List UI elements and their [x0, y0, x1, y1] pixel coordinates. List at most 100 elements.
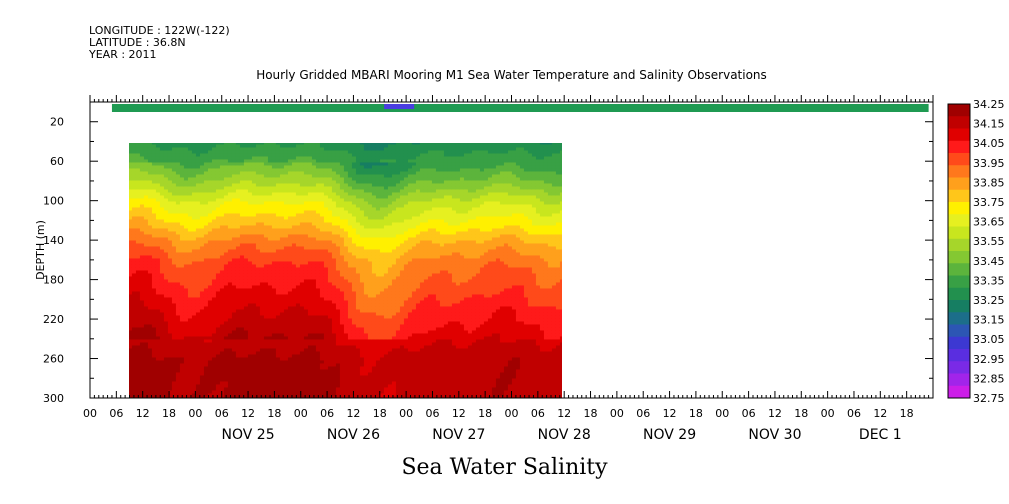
x-tick-label: 12 — [768, 407, 782, 420]
colorbar-swatch — [948, 128, 970, 142]
year-label: YEAR : 2011 — [89, 48, 157, 61]
axes: 20 60 100 140 180 220 260 300 00 06 12 18 00 06 12 18 00… — [43, 95, 934, 443]
x-tick-label: 00 — [821, 407, 835, 420]
x-tick-label: 12 — [452, 407, 466, 420]
colorbar-swatch — [948, 177, 970, 191]
x-tick-label: 06 — [636, 407, 650, 420]
salinity-heatmap — [111, 104, 929, 398]
colorbar-swatch — [948, 140, 970, 154]
colorbar-swatch — [948, 263, 970, 276]
y-tick-label: 180 — [43, 274, 64, 287]
x-tick-label: 12 — [557, 407, 571, 420]
x-day-label: DEC 1 — [859, 427, 902, 443]
surface-salinity-band — [111, 104, 929, 112]
colorbar-label: 33.15 — [973, 314, 1005, 327]
x-tick-label: 18 — [373, 407, 387, 420]
colorbar-label: 33.25 — [973, 294, 1005, 307]
colorbar-swatch — [948, 300, 970, 313]
x-tick-label: 06 — [109, 407, 123, 420]
colorbar-swatch — [948, 214, 970, 227]
x-day-label: NOV 27 — [432, 427, 485, 443]
colorbar-label: 33.05 — [973, 333, 1005, 346]
x-day-label: NOV 28 — [538, 427, 591, 443]
colorbar-swatch — [948, 251, 970, 264]
x-tick-label: 06 — [425, 407, 439, 420]
y-tick-label: 20 — [50, 116, 64, 129]
y-tick-label: 220 — [43, 313, 64, 326]
colorbar-swatch — [948, 349, 970, 362]
colorbar-label: 34.05 — [973, 137, 1005, 150]
x-day-label: NOV 25 — [222, 427, 275, 443]
y-tick-label: 300 — [43, 392, 64, 405]
x-tick-label: 12 — [136, 407, 150, 420]
x-tick-label: 00 — [399, 407, 413, 420]
x-tick-label: 18 — [689, 407, 703, 420]
colorbar-label: 34.15 — [973, 118, 1005, 131]
x-day-label: NOV 29 — [643, 427, 696, 443]
x-tick-label: 00 — [188, 407, 202, 420]
x-tick-label: 06 — [531, 407, 545, 420]
x-tick-label: 18 — [794, 407, 808, 420]
colorbar-swatch — [948, 202, 970, 215]
x-tick-label: 18 — [584, 407, 598, 420]
colorbar-swatch — [948, 361, 970, 374]
colorbar-label: 34.25 — [973, 98, 1005, 111]
colorbar-swatch — [948, 189, 970, 203]
x-day-label: NOV 26 — [327, 427, 380, 443]
x-tick-label: 18 — [162, 407, 176, 420]
colorbar-label: 32.85 — [973, 372, 1005, 385]
bottom-title: Sea Water Salinity — [401, 455, 608, 480]
y-tick-label: 140 — [43, 234, 64, 247]
longitude-label: LONGITUDE : 122W(-122) — [89, 24, 230, 37]
x-tick-label: 12 — [873, 407, 887, 420]
colorbar-swatch — [948, 226, 970, 240]
latitude-label: LATITUDE : 36.8N — [89, 36, 186, 49]
colorbar-swatch — [948, 165, 970, 178]
x-tick-label: 06 — [742, 407, 756, 420]
colorbar-label: 33.65 — [973, 216, 1005, 229]
colorbar-label: 33.45 — [973, 255, 1005, 268]
x-tick-label: 12 — [346, 407, 360, 420]
colorbar: 34.25 34.15 34.05 33.95 33.85 33.75 33.65 33.55… — [947, 98, 1005, 405]
colorbar-label: 32.95 — [973, 353, 1005, 366]
y-tick-label: 100 — [43, 195, 64, 208]
colorbar-swatch — [948, 324, 970, 338]
colorbar-swatch — [948, 153, 970, 166]
colorbar-label: 33.95 — [973, 157, 1005, 170]
colorbar-swatch — [948, 275, 970, 289]
x-tick-label: 06 — [320, 407, 334, 420]
x-tick-label: 18 — [900, 407, 914, 420]
colorbar-swatch — [948, 116, 970, 129]
colorbar-label: 33.85 — [973, 176, 1005, 189]
x-tick-label: 00 — [294, 407, 308, 420]
colorbar-swatch — [948, 373, 970, 387]
x-tick-label: 18 — [478, 407, 492, 420]
plot-title: Hourly Gridded MBARI Mooring M1 Sea Wate… — [256, 68, 767, 82]
colorbar-label: 33.35 — [973, 274, 1005, 287]
colorbar-label: 32.75 — [973, 392, 1005, 405]
colorbar-label: 33.75 — [973, 196, 1005, 209]
y-tick-label: 60 — [50, 155, 64, 168]
x-tick-label: 00 — [505, 407, 519, 420]
colorbar-swatch — [948, 312, 970, 325]
x-day-label: NOV 30 — [748, 427, 801, 443]
x-tick-label: 06 — [847, 407, 861, 420]
x-tick-label: 12 — [241, 407, 255, 420]
low-salinity-patch — [384, 104, 415, 109]
x-tick-label: 18 — [267, 407, 281, 420]
colorbar-swatch — [948, 104, 970, 117]
x-tick-label: 00 — [610, 407, 624, 420]
x-tick-label: 00 — [83, 407, 97, 420]
y-axis-label: DEPTH (m) — [34, 220, 47, 280]
salinity-profile — [129, 143, 562, 398]
colorbar-label: 33.55 — [973, 235, 1005, 248]
x-tick-label: 12 — [663, 407, 677, 420]
colorbar-swatch — [948, 385, 970, 399]
colorbar-swatch — [948, 238, 970, 252]
x-tick-label: 00 — [715, 407, 729, 420]
colorbar-swatch — [948, 336, 970, 350]
colorbar-swatch — [948, 287, 970, 301]
y-tick-label: 260 — [43, 353, 64, 366]
x-tick-label: 06 — [215, 407, 229, 420]
